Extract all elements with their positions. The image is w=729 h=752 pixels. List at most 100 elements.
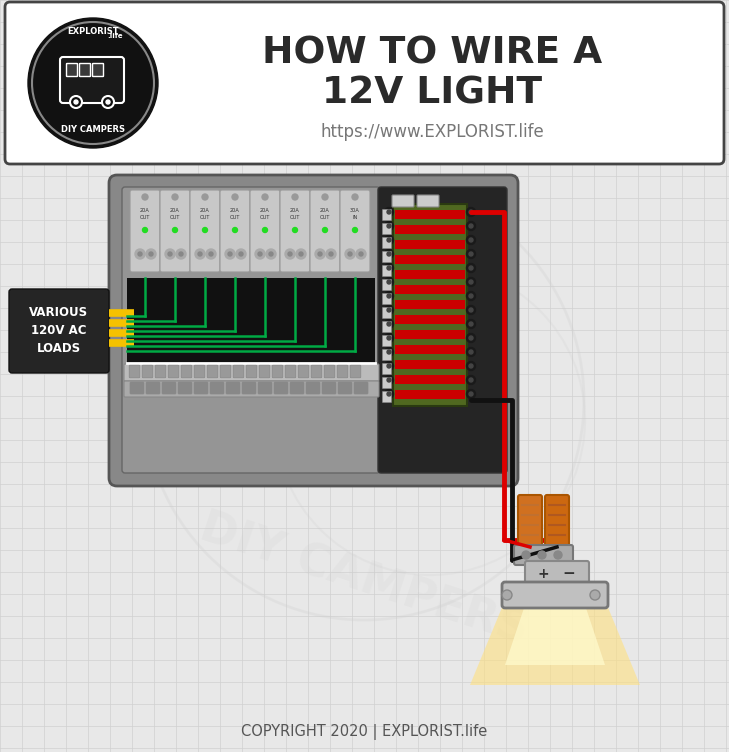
Circle shape	[318, 252, 322, 256]
FancyBboxPatch shape	[220, 190, 250, 272]
Bar	[395, 285, 465, 294]
Circle shape	[384, 235, 394, 244]
Circle shape	[467, 263, 475, 272]
Bar	[395, 330, 465, 339]
Circle shape	[469, 294, 473, 298]
Circle shape	[384, 250, 394, 259]
Circle shape	[225, 249, 235, 259]
FancyBboxPatch shape	[142, 365, 153, 378]
Circle shape	[74, 100, 78, 104]
Circle shape	[352, 194, 358, 200]
Circle shape	[384, 292, 394, 301]
Circle shape	[469, 280, 473, 284]
Circle shape	[467, 375, 475, 384]
FancyBboxPatch shape	[518, 495, 542, 549]
FancyBboxPatch shape	[130, 190, 160, 272]
FancyBboxPatch shape	[79, 63, 90, 77]
FancyBboxPatch shape	[338, 382, 352, 394]
Circle shape	[172, 194, 178, 200]
Circle shape	[232, 194, 238, 200]
Circle shape	[142, 194, 148, 200]
FancyBboxPatch shape	[246, 365, 257, 378]
Text: DIY CAMPERS: DIY CAMPERS	[61, 126, 125, 135]
Circle shape	[387, 238, 391, 242]
Circle shape	[206, 249, 216, 259]
FancyBboxPatch shape	[124, 364, 379, 381]
FancyBboxPatch shape	[190, 190, 220, 272]
FancyBboxPatch shape	[322, 382, 336, 394]
Circle shape	[203, 228, 208, 232]
FancyBboxPatch shape	[226, 382, 240, 394]
FancyBboxPatch shape	[338, 365, 348, 378]
Circle shape	[198, 252, 202, 256]
Circle shape	[288, 252, 292, 256]
FancyBboxPatch shape	[168, 365, 179, 378]
FancyBboxPatch shape	[129, 365, 140, 378]
Circle shape	[387, 378, 391, 382]
FancyBboxPatch shape	[194, 382, 208, 394]
Circle shape	[467, 305, 475, 314]
Circle shape	[296, 249, 306, 259]
Bar	[395, 390, 465, 399]
Circle shape	[522, 551, 530, 559]
Text: .life: .life	[107, 33, 122, 39]
Text: EXPLORIST: EXPLORIST	[67, 28, 119, 37]
Circle shape	[176, 249, 186, 259]
Circle shape	[467, 333, 475, 342]
Circle shape	[384, 222, 394, 231]
Circle shape	[467, 208, 475, 217]
Circle shape	[387, 280, 391, 284]
FancyBboxPatch shape	[130, 382, 144, 394]
Bar	[395, 375, 465, 384]
FancyBboxPatch shape	[383, 335, 391, 347]
FancyBboxPatch shape	[392, 195, 414, 207]
Circle shape	[469, 364, 473, 368]
FancyBboxPatch shape	[242, 382, 256, 394]
FancyBboxPatch shape	[162, 382, 176, 394]
FancyBboxPatch shape	[306, 382, 320, 394]
Circle shape	[467, 292, 475, 301]
Circle shape	[384, 347, 394, 356]
Text: 20A
OUT: 20A OUT	[320, 208, 330, 220]
FancyBboxPatch shape	[383, 265, 391, 277]
Circle shape	[387, 322, 391, 326]
Polygon shape	[470, 605, 640, 685]
FancyBboxPatch shape	[5, 2, 724, 164]
Polygon shape	[505, 605, 605, 665]
Circle shape	[28, 18, 158, 148]
FancyBboxPatch shape	[383, 238, 391, 248]
Circle shape	[384, 263, 394, 272]
Circle shape	[469, 378, 473, 382]
Circle shape	[387, 224, 391, 228]
Circle shape	[322, 228, 327, 232]
Circle shape	[467, 347, 475, 356]
Bar	[395, 360, 465, 369]
FancyBboxPatch shape	[354, 382, 368, 394]
FancyBboxPatch shape	[383, 392, 391, 402]
FancyBboxPatch shape	[66, 63, 77, 77]
Circle shape	[538, 551, 546, 559]
Circle shape	[384, 362, 394, 371]
Circle shape	[384, 333, 394, 342]
FancyBboxPatch shape	[383, 210, 391, 220]
Circle shape	[292, 228, 297, 232]
Circle shape	[469, 224, 473, 228]
Circle shape	[469, 336, 473, 340]
Circle shape	[467, 320, 475, 329]
Circle shape	[228, 252, 232, 256]
FancyBboxPatch shape	[417, 195, 439, 207]
Text: 20A
OUT: 20A OUT	[200, 208, 210, 220]
Text: HOW TO WIRE A: HOW TO WIRE A	[262, 35, 602, 71]
Circle shape	[502, 590, 512, 600]
Circle shape	[469, 252, 473, 256]
FancyBboxPatch shape	[250, 190, 280, 272]
FancyBboxPatch shape	[290, 382, 304, 394]
FancyBboxPatch shape	[178, 382, 192, 394]
Circle shape	[269, 252, 273, 256]
Circle shape	[102, 96, 114, 108]
FancyBboxPatch shape	[383, 378, 391, 389]
Circle shape	[262, 228, 268, 232]
Circle shape	[195, 249, 205, 259]
Bar	[395, 345, 465, 354]
FancyBboxPatch shape	[9, 289, 109, 373]
